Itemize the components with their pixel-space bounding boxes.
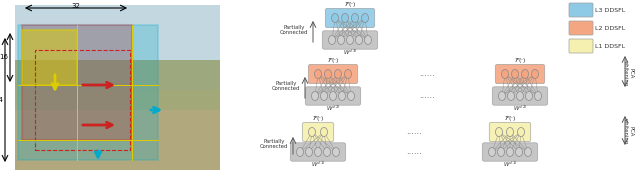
Text: $\mathcal{F}(\cdot)$: $\mathcal{F}(\cdot)$: [514, 56, 526, 65]
Text: whitening: whitening: [623, 118, 627, 144]
Text: Partially
Connected: Partially Connected: [271, 81, 300, 91]
Ellipse shape: [348, 91, 355, 101]
Text: $\mathcal{F}(\cdot)$: $\mathcal{F}(\cdot)$: [327, 56, 339, 65]
FancyBboxPatch shape: [483, 143, 538, 161]
Ellipse shape: [525, 148, 531, 156]
Ellipse shape: [305, 148, 312, 156]
Ellipse shape: [506, 127, 513, 137]
FancyBboxPatch shape: [490, 122, 531, 142]
Ellipse shape: [308, 127, 316, 137]
Text: ......: ......: [406, 127, 422, 137]
FancyBboxPatch shape: [302, 122, 333, 142]
Ellipse shape: [506, 148, 513, 156]
FancyBboxPatch shape: [495, 64, 545, 84]
Text: Partially
Connected: Partially Connected: [260, 139, 288, 149]
Text: whitening: whitening: [623, 60, 627, 86]
Ellipse shape: [515, 148, 522, 156]
Text: L2 DDSFL: L2 DDSFL: [595, 25, 625, 30]
Ellipse shape: [342, 14, 349, 22]
FancyBboxPatch shape: [305, 87, 361, 105]
FancyBboxPatch shape: [569, 21, 593, 35]
Ellipse shape: [531, 69, 538, 78]
Ellipse shape: [502, 69, 509, 78]
Text: $\mathcal{F}(\cdot)$: $\mathcal{F}(\cdot)$: [344, 0, 356, 9]
FancyBboxPatch shape: [569, 39, 593, 53]
FancyBboxPatch shape: [291, 143, 346, 161]
Ellipse shape: [495, 127, 502, 137]
Ellipse shape: [346, 35, 353, 44]
Ellipse shape: [323, 148, 330, 156]
Text: PCA: PCA: [628, 126, 634, 136]
Text: 16: 16: [0, 54, 8, 60]
Ellipse shape: [296, 148, 303, 156]
FancyBboxPatch shape: [323, 31, 378, 49]
Ellipse shape: [499, 91, 506, 101]
Text: ......: ......: [406, 148, 422, 156]
Ellipse shape: [362, 14, 369, 22]
Ellipse shape: [339, 91, 346, 101]
Text: $W^{s(2)}$: $W^{s(2)}$: [326, 104, 340, 113]
Ellipse shape: [312, 91, 319, 101]
Ellipse shape: [333, 148, 339, 156]
FancyBboxPatch shape: [325, 8, 374, 28]
Bar: [15, 5, 220, 170]
Ellipse shape: [508, 91, 515, 101]
Bar: [15, 90, 220, 170]
Text: $\mathcal{F}(\cdot)$: $\mathcal{F}(\cdot)$: [504, 114, 516, 123]
Ellipse shape: [332, 14, 339, 22]
Bar: [35, 50, 130, 150]
Ellipse shape: [314, 69, 321, 78]
Bar: [15, 5, 220, 60]
Text: $W^{s(1)}$: $W^{s(1)}$: [502, 160, 518, 169]
Ellipse shape: [314, 148, 321, 156]
FancyBboxPatch shape: [569, 3, 593, 17]
Text: ......: ......: [419, 91, 435, 101]
Ellipse shape: [365, 35, 371, 44]
Text: 32: 32: [72, 3, 81, 9]
FancyBboxPatch shape: [308, 64, 358, 84]
Text: $W^{s(1)}$: $W^{s(1)}$: [310, 160, 326, 169]
Ellipse shape: [534, 91, 541, 101]
Ellipse shape: [511, 69, 518, 78]
Ellipse shape: [355, 35, 362, 44]
Ellipse shape: [337, 35, 344, 44]
Ellipse shape: [497, 148, 504, 156]
Text: $W^{s(2)}$: $W^{s(2)}$: [513, 104, 527, 113]
Ellipse shape: [522, 69, 529, 78]
Text: ......: ......: [419, 69, 435, 78]
Ellipse shape: [321, 127, 328, 137]
Bar: [22, 25, 132, 140]
Ellipse shape: [330, 91, 337, 101]
Ellipse shape: [324, 69, 332, 78]
Text: L1 DDSFL: L1 DDSFL: [595, 43, 625, 48]
FancyBboxPatch shape: [492, 87, 548, 105]
Text: $W^{s(3)}$: $W^{s(3)}$: [342, 48, 358, 57]
Ellipse shape: [518, 127, 525, 137]
Ellipse shape: [488, 148, 495, 156]
Text: Partially
Connected: Partially Connected: [280, 25, 308, 35]
Ellipse shape: [344, 69, 351, 78]
Ellipse shape: [351, 14, 358, 22]
Bar: [18, 25, 158, 160]
Ellipse shape: [516, 91, 524, 101]
Ellipse shape: [335, 69, 342, 78]
Ellipse shape: [321, 91, 328, 101]
Bar: [22, 30, 77, 85]
Bar: [15, 60, 220, 110]
Ellipse shape: [328, 35, 335, 44]
Text: L3 DDSFL: L3 DDSFL: [595, 7, 625, 12]
Text: PCA: PCA: [628, 68, 634, 78]
Ellipse shape: [525, 91, 532, 101]
Text: 64: 64: [0, 97, 3, 103]
Text: $\mathcal{F}(\cdot)$: $\mathcal{F}(\cdot)$: [312, 114, 324, 123]
